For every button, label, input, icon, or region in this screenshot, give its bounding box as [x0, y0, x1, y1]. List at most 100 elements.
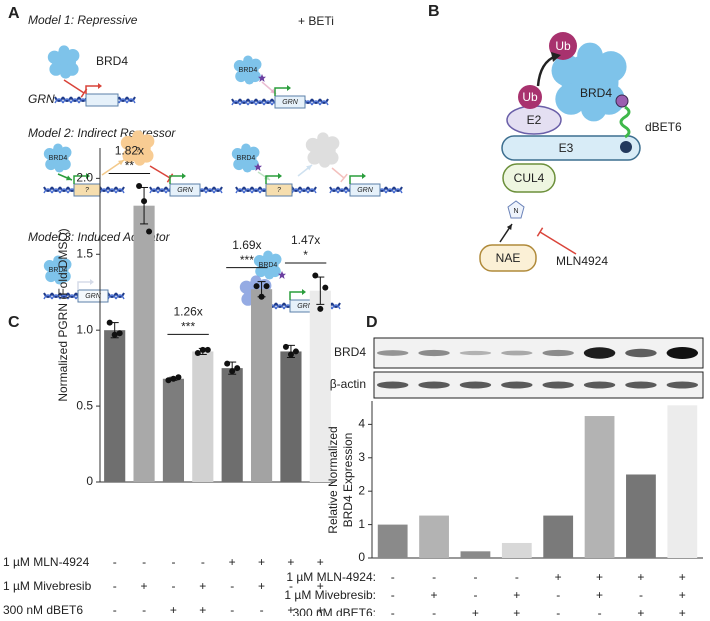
e3: [501, 135, 641, 161]
protein-lobe: [66, 49, 80, 63]
y-axis-label: Normalized PGRN (Fold-DMSO): [56, 228, 70, 401]
arrow-head: [118, 160, 124, 166]
arrow: [331, 167, 345, 179]
ub: [518, 85, 542, 109]
dna-strand: [239, 98, 249, 104]
dna-strand: [213, 188, 223, 194]
condition-sign: -: [113, 603, 117, 616]
condition-sign: -: [201, 555, 205, 569]
dna-strand: [331, 302, 341, 308]
data-point: [322, 284, 329, 291]
protein-lobe: [43, 260, 56, 272]
label: BRD4: [239, 67, 258, 74]
blot-band: [666, 347, 699, 359]
condition-label: 1 µM Mivebresib: [3, 579, 92, 593]
arrow-head: [66, 175, 72, 181]
dna-strand: [275, 302, 285, 308]
condition-sign: +: [513, 588, 520, 602]
dna-strand: [54, 96, 64, 102]
condition-sign: -: [515, 570, 519, 584]
protein: [253, 250, 282, 280]
protein-lobe: [307, 150, 322, 165]
protein-label: BRD4: [96, 54, 128, 68]
gene-text: ?: [85, 187, 89, 194]
significance: *: [303, 248, 308, 262]
gene-text: GRN: [85, 293, 102, 300]
data-point: [170, 375, 177, 382]
condition-sign: -: [432, 606, 436, 616]
protein-label: BRD4: [580, 86, 612, 100]
dna-strand: [385, 186, 395, 192]
bar: [221, 368, 243, 482]
condition-sign: +: [258, 579, 265, 593]
dna-strand: [51, 292, 61, 298]
dna-strand: [62, 98, 72, 104]
dna-strand: [115, 186, 125, 192]
protein-lobe: [241, 143, 251, 153]
data-point: [234, 365, 241, 372]
protein-lobe: [54, 163, 65, 173]
protein-lobe: [247, 146, 260, 159]
dna-strand: [247, 100, 257, 106]
condition-sign: +: [229, 555, 236, 569]
dna-strand: [51, 186, 61, 192]
condition-sign: +: [141, 579, 148, 593]
promoter-arrow: [169, 175, 182, 184]
arrow: [539, 231, 577, 255]
dna-strand: [43, 186, 53, 192]
y-axis-label: Relative Normalized: [326, 426, 340, 533]
protein: [231, 143, 260, 173]
bar: [104, 330, 126, 482]
data-point: [287, 351, 294, 358]
protein-lobe: [43, 148, 56, 160]
protein-lobe: [255, 265, 267, 278]
condition-sign: -: [260, 603, 264, 616]
model-title: Model 2: Indirect Repressor: [28, 126, 176, 140]
dna-strand: [307, 186, 317, 192]
condition-sign: +: [199, 579, 206, 593]
data-point: [106, 319, 113, 326]
inhibitor-star: [278, 271, 286, 279]
dna-strand: [115, 294, 125, 300]
dna-strand: [337, 186, 347, 192]
dna-strand: [393, 188, 403, 194]
condition-sign: +: [555, 570, 562, 584]
actin-band: [376, 381, 409, 389]
ub-label: Ub: [555, 39, 571, 53]
gene-text: GRN: [177, 187, 194, 194]
dna-strand: [393, 186, 403, 192]
fold-change: 1.69x: [232, 238, 261, 252]
condition-sign: +: [287, 555, 294, 569]
data-point: [263, 283, 270, 290]
arrow-head: [90, 279, 94, 285]
condition-sign: -: [473, 588, 477, 602]
bar: [192, 351, 214, 482]
panel-label: C: [8, 314, 20, 331]
arrow-bar: [536, 227, 544, 237]
dna-strand: [43, 294, 53, 300]
condition-sign: -: [113, 555, 117, 569]
protein: [551, 42, 627, 122]
condition-sign: +: [679, 606, 686, 616]
actin-band: [666, 381, 699, 389]
dna-strand: [115, 292, 125, 298]
data-point: [199, 346, 206, 353]
condition-sign: +: [317, 579, 324, 593]
dna-strand: [54, 98, 64, 104]
condition-sign: -: [230, 579, 234, 593]
protein: [47, 45, 80, 79]
condition-sign: -: [556, 588, 560, 602]
dna-strand: [157, 188, 167, 194]
dna-strand: [107, 292, 117, 298]
dna-strand: [243, 186, 253, 192]
gene-box: [169, 183, 201, 197]
label: BRD4: [259, 262, 278, 269]
bar: [250, 289, 273, 482]
arrow-head: [362, 173, 366, 179]
protein-lobe: [53, 143, 63, 153]
gene-box: [85, 93, 119, 107]
condition-sign: +: [170, 603, 177, 616]
protein-lobe: [59, 258, 72, 271]
dna-strand: [247, 98, 257, 104]
condition-sign: +: [258, 555, 265, 569]
